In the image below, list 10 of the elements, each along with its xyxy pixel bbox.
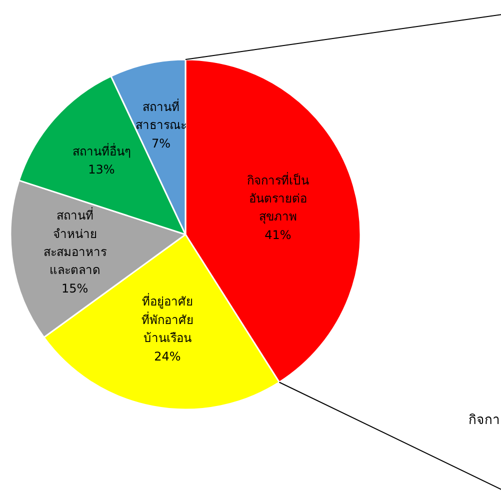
text: กิจกา <box>468 413 500 428</box>
data-label: 41% <box>264 228 292 242</box>
data-label: 15% <box>62 281 88 296</box>
slice-label: ที่อยู่อาศัย ที่พักอาศัย บ้านเรือน <box>141 292 194 346</box>
data-label: 24% <box>154 349 181 364</box>
data-label: 13% <box>88 162 115 177</box>
data-label: 7% <box>152 136 171 150</box>
slice-label: สถานที่อื่นๆ <box>72 142 130 158</box>
slice-label: สถานที่ จำหน่าย สะสมอาหาร และตลาด <box>43 206 108 278</box>
slice-label: กิจการที่เป็น อันตรายต่อ สุขภาพ <box>246 171 309 225</box>
